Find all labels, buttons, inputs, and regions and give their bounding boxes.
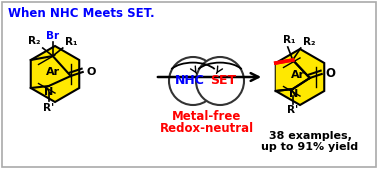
- Polygon shape: [276, 60, 310, 91]
- Polygon shape: [276, 49, 324, 105]
- Text: R₂: R₂: [303, 37, 315, 47]
- Text: Ar: Ar: [46, 67, 60, 77]
- Text: 38 examples,: 38 examples,: [268, 131, 352, 141]
- Polygon shape: [31, 46, 79, 102]
- Circle shape: [196, 57, 244, 105]
- Text: O: O: [326, 67, 336, 80]
- Text: R₂: R₂: [28, 36, 41, 46]
- Text: Br: Br: [46, 31, 59, 41]
- Text: Redox-neutral: Redox-neutral: [160, 122, 254, 135]
- Text: Ar: Ar: [291, 70, 305, 80]
- Text: up to 91% yield: up to 91% yield: [262, 142, 359, 152]
- Text: N: N: [44, 87, 53, 97]
- Text: SET: SET: [210, 75, 236, 88]
- Text: N: N: [289, 89, 298, 99]
- Text: When NHC Meets SET.: When NHC Meets SET.: [8, 7, 155, 20]
- Text: R₁: R₁: [65, 37, 77, 47]
- Text: R': R': [287, 105, 298, 115]
- Text: R₁: R₁: [282, 35, 295, 45]
- Circle shape: [169, 57, 217, 105]
- Text: R': R': [43, 103, 54, 113]
- Text: O: O: [87, 67, 96, 77]
- FancyBboxPatch shape: [2, 2, 376, 167]
- Text: Metal-free: Metal-free: [172, 110, 241, 123]
- Text: NHC: NHC: [175, 75, 205, 88]
